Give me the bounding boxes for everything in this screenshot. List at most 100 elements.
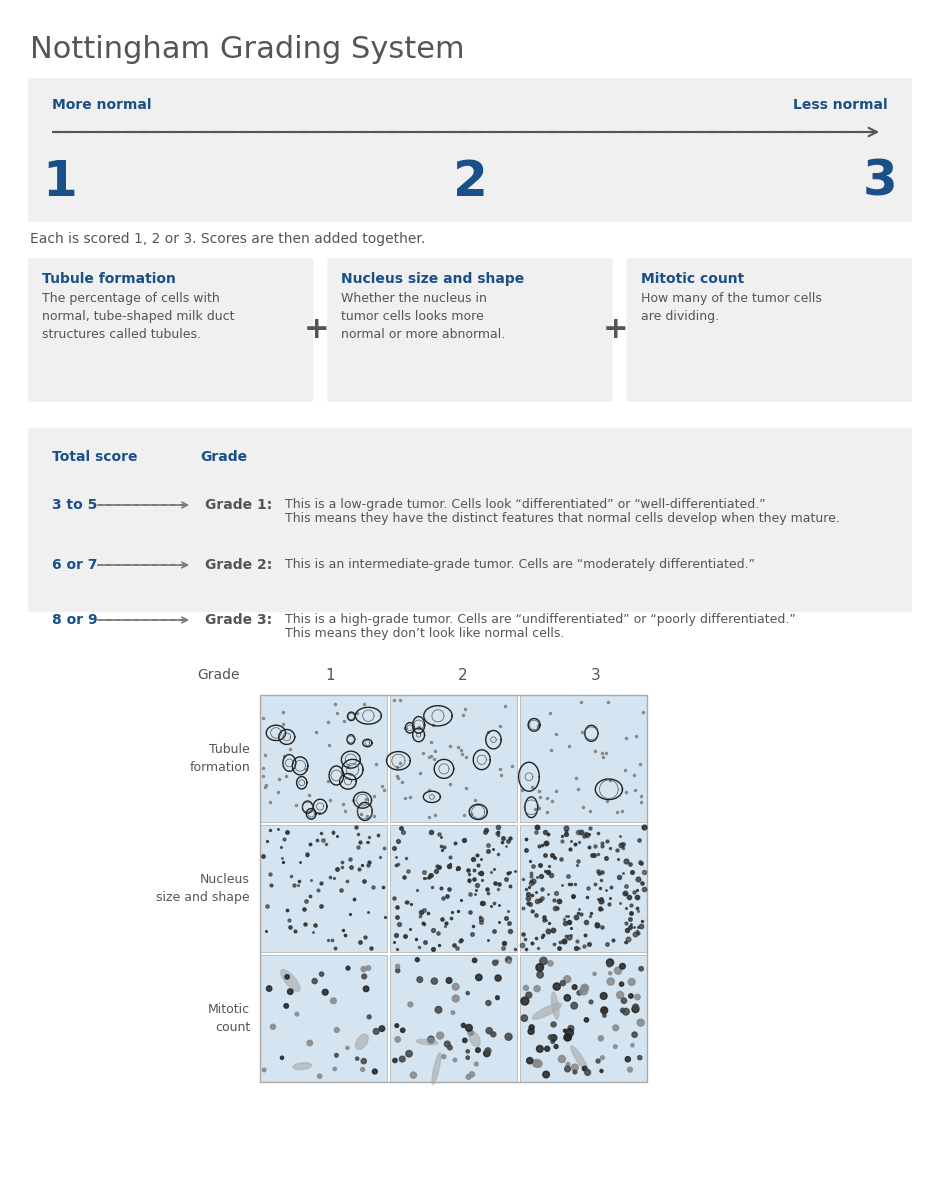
Ellipse shape	[532, 1003, 561, 1019]
Text: Nucleus size and shape: Nucleus size and shape	[341, 272, 525, 286]
Circle shape	[368, 1015, 371, 1019]
Circle shape	[603, 1014, 606, 1018]
FancyBboxPatch shape	[260, 695, 387, 822]
Circle shape	[346, 1046, 349, 1049]
Circle shape	[615, 967, 621, 974]
Circle shape	[564, 1034, 571, 1040]
FancyBboxPatch shape	[390, 955, 517, 1082]
Circle shape	[593, 972, 596, 976]
Circle shape	[637, 1019, 644, 1026]
Circle shape	[551, 1034, 556, 1040]
Circle shape	[537, 1045, 543, 1052]
Circle shape	[393, 1058, 397, 1063]
Ellipse shape	[469, 1032, 480, 1046]
Circle shape	[608, 972, 612, 974]
Circle shape	[476, 974, 482, 980]
Circle shape	[607, 978, 614, 985]
Circle shape	[625, 1056, 631, 1062]
Text: +: +	[304, 316, 329, 344]
Circle shape	[266, 986, 272, 991]
Circle shape	[551, 1022, 556, 1027]
Ellipse shape	[293, 1063, 311, 1069]
FancyBboxPatch shape	[28, 258, 313, 402]
Circle shape	[495, 996, 499, 1000]
Text: Whether the nucleus in
tumor cells looks more
normal or more abnormal.: Whether the nucleus in tumor cells looks…	[341, 292, 506, 341]
Circle shape	[485, 1048, 491, 1054]
Circle shape	[628, 1067, 633, 1072]
Circle shape	[580, 988, 588, 995]
Circle shape	[355, 1057, 359, 1061]
Circle shape	[493, 960, 497, 965]
Circle shape	[601, 1056, 604, 1060]
Circle shape	[361, 1068, 365, 1072]
Circle shape	[634, 995, 640, 1000]
Circle shape	[447, 1045, 452, 1050]
Ellipse shape	[281, 970, 300, 991]
Circle shape	[524, 985, 528, 990]
Text: Grade 2:: Grade 2:	[205, 558, 273, 572]
Circle shape	[621, 998, 627, 1003]
Circle shape	[577, 991, 582, 995]
Circle shape	[544, 1046, 550, 1051]
Circle shape	[435, 1007, 442, 1013]
Circle shape	[476, 1048, 480, 1052]
FancyBboxPatch shape	[390, 695, 517, 822]
FancyBboxPatch shape	[520, 826, 647, 952]
Circle shape	[396, 965, 400, 968]
Circle shape	[318, 1074, 321, 1079]
Circle shape	[614, 1045, 618, 1049]
Circle shape	[379, 1026, 384, 1031]
Circle shape	[395, 1037, 400, 1042]
Circle shape	[373, 1028, 379, 1034]
Ellipse shape	[355, 1034, 368, 1050]
Text: Total score: Total score	[52, 450, 137, 464]
Circle shape	[466, 991, 469, 995]
Circle shape	[333, 1067, 337, 1070]
Circle shape	[536, 964, 543, 971]
Circle shape	[288, 989, 293, 995]
Circle shape	[568, 1026, 573, 1031]
Text: +: +	[603, 316, 629, 344]
Text: 3: 3	[863, 158, 898, 206]
Circle shape	[617, 991, 623, 998]
Ellipse shape	[432, 1052, 441, 1085]
Circle shape	[564, 1033, 572, 1040]
Circle shape	[585, 1018, 588, 1022]
Circle shape	[619, 982, 623, 986]
Circle shape	[632, 1006, 639, 1013]
FancyBboxPatch shape	[28, 428, 912, 612]
Circle shape	[565, 1066, 571, 1072]
Circle shape	[442, 1055, 446, 1058]
Circle shape	[566, 1028, 573, 1037]
Circle shape	[346, 966, 350, 970]
Circle shape	[542, 1072, 549, 1078]
Circle shape	[446, 978, 452, 983]
Text: 3 to 5: 3 to 5	[52, 498, 98, 512]
Circle shape	[475, 1062, 478, 1066]
Circle shape	[469, 1072, 475, 1078]
Circle shape	[558, 1056, 566, 1062]
Circle shape	[431, 978, 437, 984]
Circle shape	[613, 1025, 619, 1031]
Text: 1: 1	[42, 158, 77, 206]
Text: Tubule
formation: Tubule formation	[189, 743, 250, 774]
Circle shape	[533, 1060, 540, 1067]
Circle shape	[473, 958, 477, 962]
Circle shape	[484, 1050, 490, 1057]
Circle shape	[335, 1027, 339, 1032]
Text: Nottingham Grading System: Nottingham Grading System	[30, 35, 464, 64]
Circle shape	[548, 961, 553, 966]
Circle shape	[508, 960, 511, 964]
Ellipse shape	[416, 1039, 438, 1045]
Circle shape	[526, 1057, 533, 1063]
Text: This is a high-grade tumor. Cells are “undifferentiated” or “poorly differentiat: This is a high-grade tumor. Cells are “u…	[285, 613, 796, 626]
Circle shape	[603, 1008, 606, 1012]
Circle shape	[534, 985, 540, 991]
Text: Each is scored 1, 2 or 3. Scores are then added together.: Each is scored 1, 2 or 3. Scores are the…	[30, 232, 425, 246]
FancyBboxPatch shape	[627, 258, 912, 402]
Circle shape	[505, 1033, 512, 1040]
Circle shape	[486, 1001, 491, 1006]
Circle shape	[633, 1004, 638, 1010]
Circle shape	[331, 998, 337, 1003]
Text: Less normal: Less normal	[793, 98, 888, 112]
